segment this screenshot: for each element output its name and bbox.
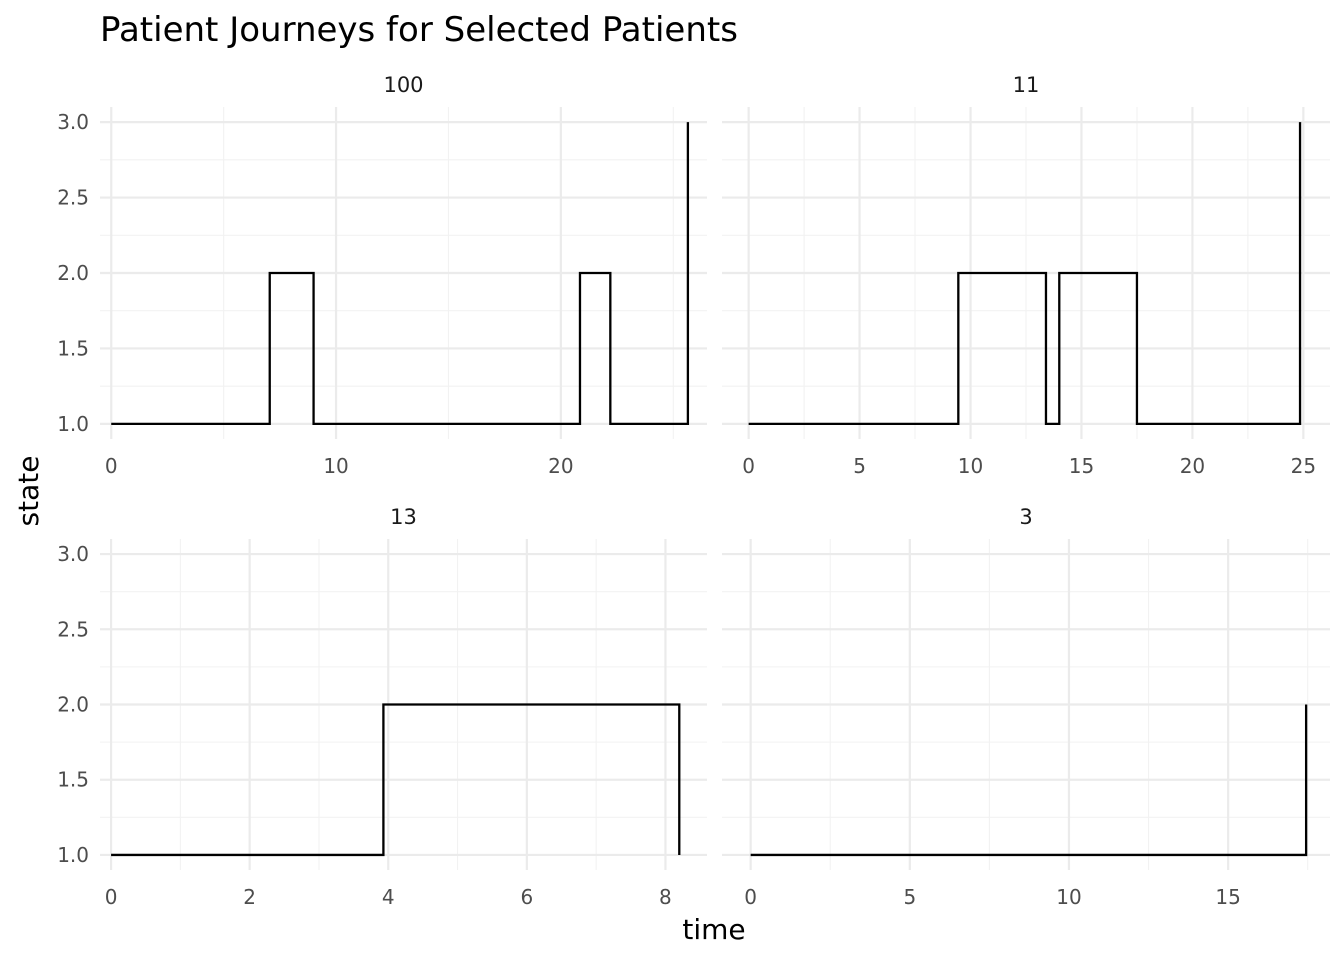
x-tick-label: 0 bbox=[105, 454, 118, 478]
patient-step-line bbox=[111, 703, 681, 857]
x-tick-label: 10 bbox=[958, 454, 983, 478]
x-tick-label: 10 bbox=[323, 454, 348, 478]
patient-step-line bbox=[748, 122, 1302, 426]
y-tick-label: 3.0 bbox=[57, 110, 89, 134]
facet-strip-label: 3 bbox=[1019, 505, 1032, 529]
y-tick-label: 2.0 bbox=[57, 693, 89, 717]
x-tick-label: 15 bbox=[1069, 454, 1094, 478]
x-tick-label: 5 bbox=[903, 885, 916, 909]
facet-strip-label: 11 bbox=[1013, 73, 1040, 97]
facet-panel-11: 11 0 5 10 15 20 25 bbox=[722, 73, 1330, 478]
y-tick-label: 1.0 bbox=[57, 412, 89, 436]
x-tick-label: 6 bbox=[520, 885, 533, 909]
x-tick-label: 0 bbox=[742, 454, 755, 478]
x-tick-label: 0 bbox=[744, 885, 757, 909]
patient-step-line bbox=[111, 122, 690, 426]
facet-panel-13: 13 0 2 4 6 8 1.0 1.5 2.0 2.5 3.0 bbox=[57, 505, 707, 909]
y-tick-label: 2.5 bbox=[57, 186, 89, 210]
x-tick-label: 10 bbox=[1056, 885, 1081, 909]
facet-panel-3: 3 0 5 10 15 bbox=[722, 505, 1330, 909]
facet-panel-100: 100 0 10 20 1.0 1.5 2.0 2.5 3.0 bbox=[57, 73, 707, 478]
x-tick-label: 20 bbox=[1180, 454, 1205, 478]
y-axis-title: state bbox=[12, 456, 45, 527]
patient-step-line bbox=[750, 704, 1308, 857]
y-tick-label: 1.5 bbox=[57, 336, 89, 360]
facet-strip-label: 100 bbox=[383, 73, 423, 97]
x-axis-title: time bbox=[682, 913, 745, 946]
chart-title: Patient Journeys for Selected Patients bbox=[100, 10, 738, 50]
x-tick-label: 8 bbox=[659, 885, 672, 909]
y-tick-label: 1.0 bbox=[57, 843, 89, 867]
x-tick-label: 5 bbox=[853, 454, 866, 478]
x-tick-label: 2 bbox=[243, 885, 256, 909]
y-tick-label: 2.0 bbox=[57, 261, 89, 285]
x-tick-label: 15 bbox=[1215, 885, 1240, 909]
x-tick-label: 25 bbox=[1291, 454, 1316, 478]
x-tick-label: 4 bbox=[382, 885, 395, 909]
x-tick-label: 0 bbox=[105, 885, 118, 909]
y-tick-label: 3.0 bbox=[57, 542, 89, 566]
y-tick-label: 1.5 bbox=[57, 768, 89, 792]
y-tick-label: 2.5 bbox=[57, 617, 89, 641]
x-tick-label: 20 bbox=[548, 454, 573, 478]
facet-strip-label: 13 bbox=[390, 505, 417, 529]
